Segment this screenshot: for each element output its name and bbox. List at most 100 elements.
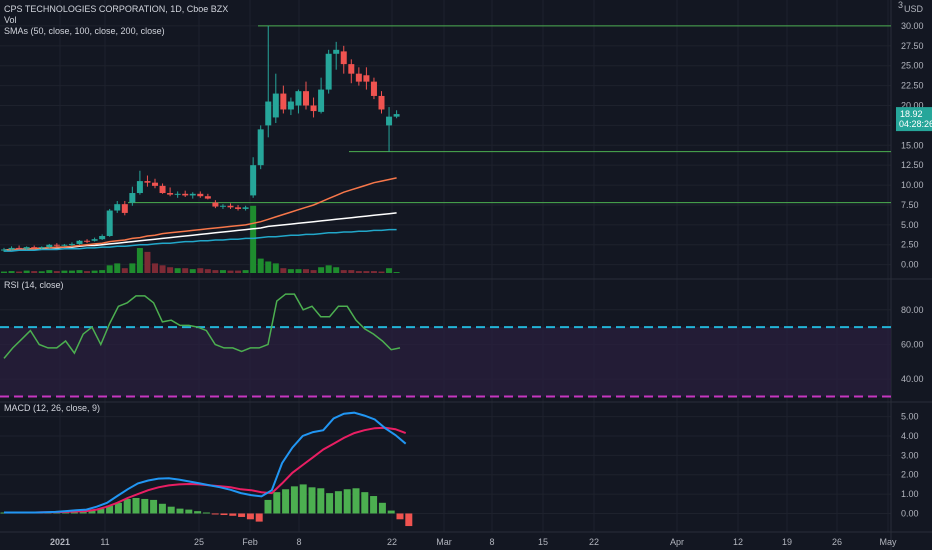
macd-histogram-bar: [334, 491, 342, 514]
macd-histogram-bar: [387, 510, 395, 514]
candle[interactable]: [1, 249, 7, 251]
candle[interactable]: [219, 205, 226, 207]
macd-label: MACD (12, 26, close, 9): [4, 403, 100, 413]
volume-bar: [310, 270, 317, 273]
candle[interactable]: [303, 91, 309, 106]
candle[interactable]: [16, 247, 23, 249]
candle[interactable]: [197, 193, 204, 197]
candle[interactable]: [370, 81, 377, 96]
time-axis-label: Feb: [242, 537, 258, 547]
candle[interactable]: [167, 193, 174, 195]
volume-bar: [280, 268, 287, 273]
candle[interactable]: [46, 244, 53, 248]
volume-bar: [303, 269, 309, 273]
sma-100-line: [3, 177, 397, 252]
time-axis-label: 15: [538, 537, 548, 547]
macd-axis-label: 5.00: [901, 412, 919, 422]
macd-histogram-bar: [308, 487, 316, 514]
volume-bar: [8, 271, 15, 273]
candle[interactable]: [53, 244, 60, 246]
time-axis-label: Apr: [670, 537, 684, 547]
candle[interactable]: [325, 53, 332, 90]
rsi-axis-label: 80.00: [901, 305, 924, 315]
macd-histogram-bar: [185, 509, 193, 514]
candle[interactable]: [257, 129, 264, 166]
candle[interactable]: [8, 247, 15, 250]
candle[interactable]: [189, 193, 196, 196]
macd-histogram-bar: [167, 506, 175, 514]
macd-histogram-bar: [238, 513, 246, 517]
candle[interactable]: [333, 49, 340, 54]
macd-histogram-bar: [211, 513, 219, 515]
volume-bar: [287, 269, 294, 273]
sma-200-line: [4, 228, 397, 252]
candle[interactable]: [280, 93, 287, 110]
volume-bar: [84, 271, 91, 273]
candle[interactable]: [129, 193, 136, 203]
macd-histogram-bar: [123, 498, 131, 514]
candle[interactable]: [310, 105, 317, 112]
candle[interactable]: [23, 247, 30, 249]
candle[interactable]: [250, 165, 257, 196]
candle[interactable]: [318, 89, 325, 112]
candle[interactable]: [136, 181, 143, 194]
time-axis-label: May: [879, 537, 897, 547]
candle[interactable]: [106, 210, 113, 236]
time-axis-label: 19: [782, 537, 792, 547]
candle[interactable]: [235, 207, 242, 209]
candle[interactable]: [295, 91, 302, 106]
candle[interactable]: [84, 240, 91, 242]
candle[interactable]: [99, 235, 106, 240]
volume-bar: [159, 265, 166, 273]
rsi-axis-label: 40.00: [901, 374, 924, 384]
candle[interactable]: [265, 101, 272, 126]
macd-axis-label: 4.00: [901, 431, 919, 441]
candle[interactable]: [227, 205, 234, 208]
candle[interactable]: [159, 185, 166, 194]
candle[interactable]: [91, 239, 98, 241]
candle[interactable]: [182, 193, 189, 196]
rsi-axis-label: 60.00: [901, 339, 924, 349]
candle[interactable]: [363, 75, 370, 82]
candle[interactable]: [242, 207, 249, 209]
price-axis[interactable]: 30.0027.5025.0022.5020.0017.5015.0012.50…: [901, 21, 924, 519]
candle[interactable]: [378, 95, 385, 110]
time-axis-label: 26: [832, 537, 842, 547]
candle[interactable]: [114, 204, 121, 211]
candle[interactable]: [121, 204, 128, 213]
macd-histogram-bar: [220, 513, 228, 516]
candle[interactable]: [152, 182, 158, 186]
candle[interactable]: [340, 51, 347, 65]
macd-histogram-bar: [326, 493, 334, 514]
candle[interactable]: [386, 116, 393, 126]
macd-histogram-bar: [378, 502, 386, 514]
volume-bar: [242, 270, 249, 273]
price-axis-label: 22.50: [901, 81, 924, 91]
volume-label: Vol: [4, 15, 17, 25]
rsi-band: [0, 326, 891, 398]
candle[interactable]: [355, 73, 362, 82]
candle[interactable]: [31, 247, 38, 249]
candle[interactable]: [76, 240, 83, 244]
macd-panel: [0, 411, 413, 527]
candle[interactable]: [38, 247, 45, 249]
candle[interactable]: [174, 193, 181, 195]
volume-bar: [136, 248, 143, 273]
macd-histogram-bar: [79, 511, 87, 514]
candle[interactable]: [144, 181, 151, 183]
volume-bar: [318, 267, 325, 273]
candle[interactable]: [272, 93, 279, 118]
candle[interactable]: [204, 196, 211, 199]
candle[interactable]: [61, 244, 68, 246]
candle[interactable]: [348, 64, 355, 74]
time-axis[interactable]: 2021 11 25 Feb 8 22 Mar 8 15 22 Apr 12 19 26 May: [50, 537, 897, 547]
candles[interactable]: [1, 25, 400, 252]
candle[interactable]: [393, 114, 400, 117]
candle[interactable]: [212, 202, 219, 207]
candle[interactable]: [68, 243, 75, 245]
candle[interactable]: [287, 101, 294, 110]
price-axis-label: 25.00: [901, 61, 924, 71]
horizontal-levels[interactable]: [128, 25, 891, 204]
